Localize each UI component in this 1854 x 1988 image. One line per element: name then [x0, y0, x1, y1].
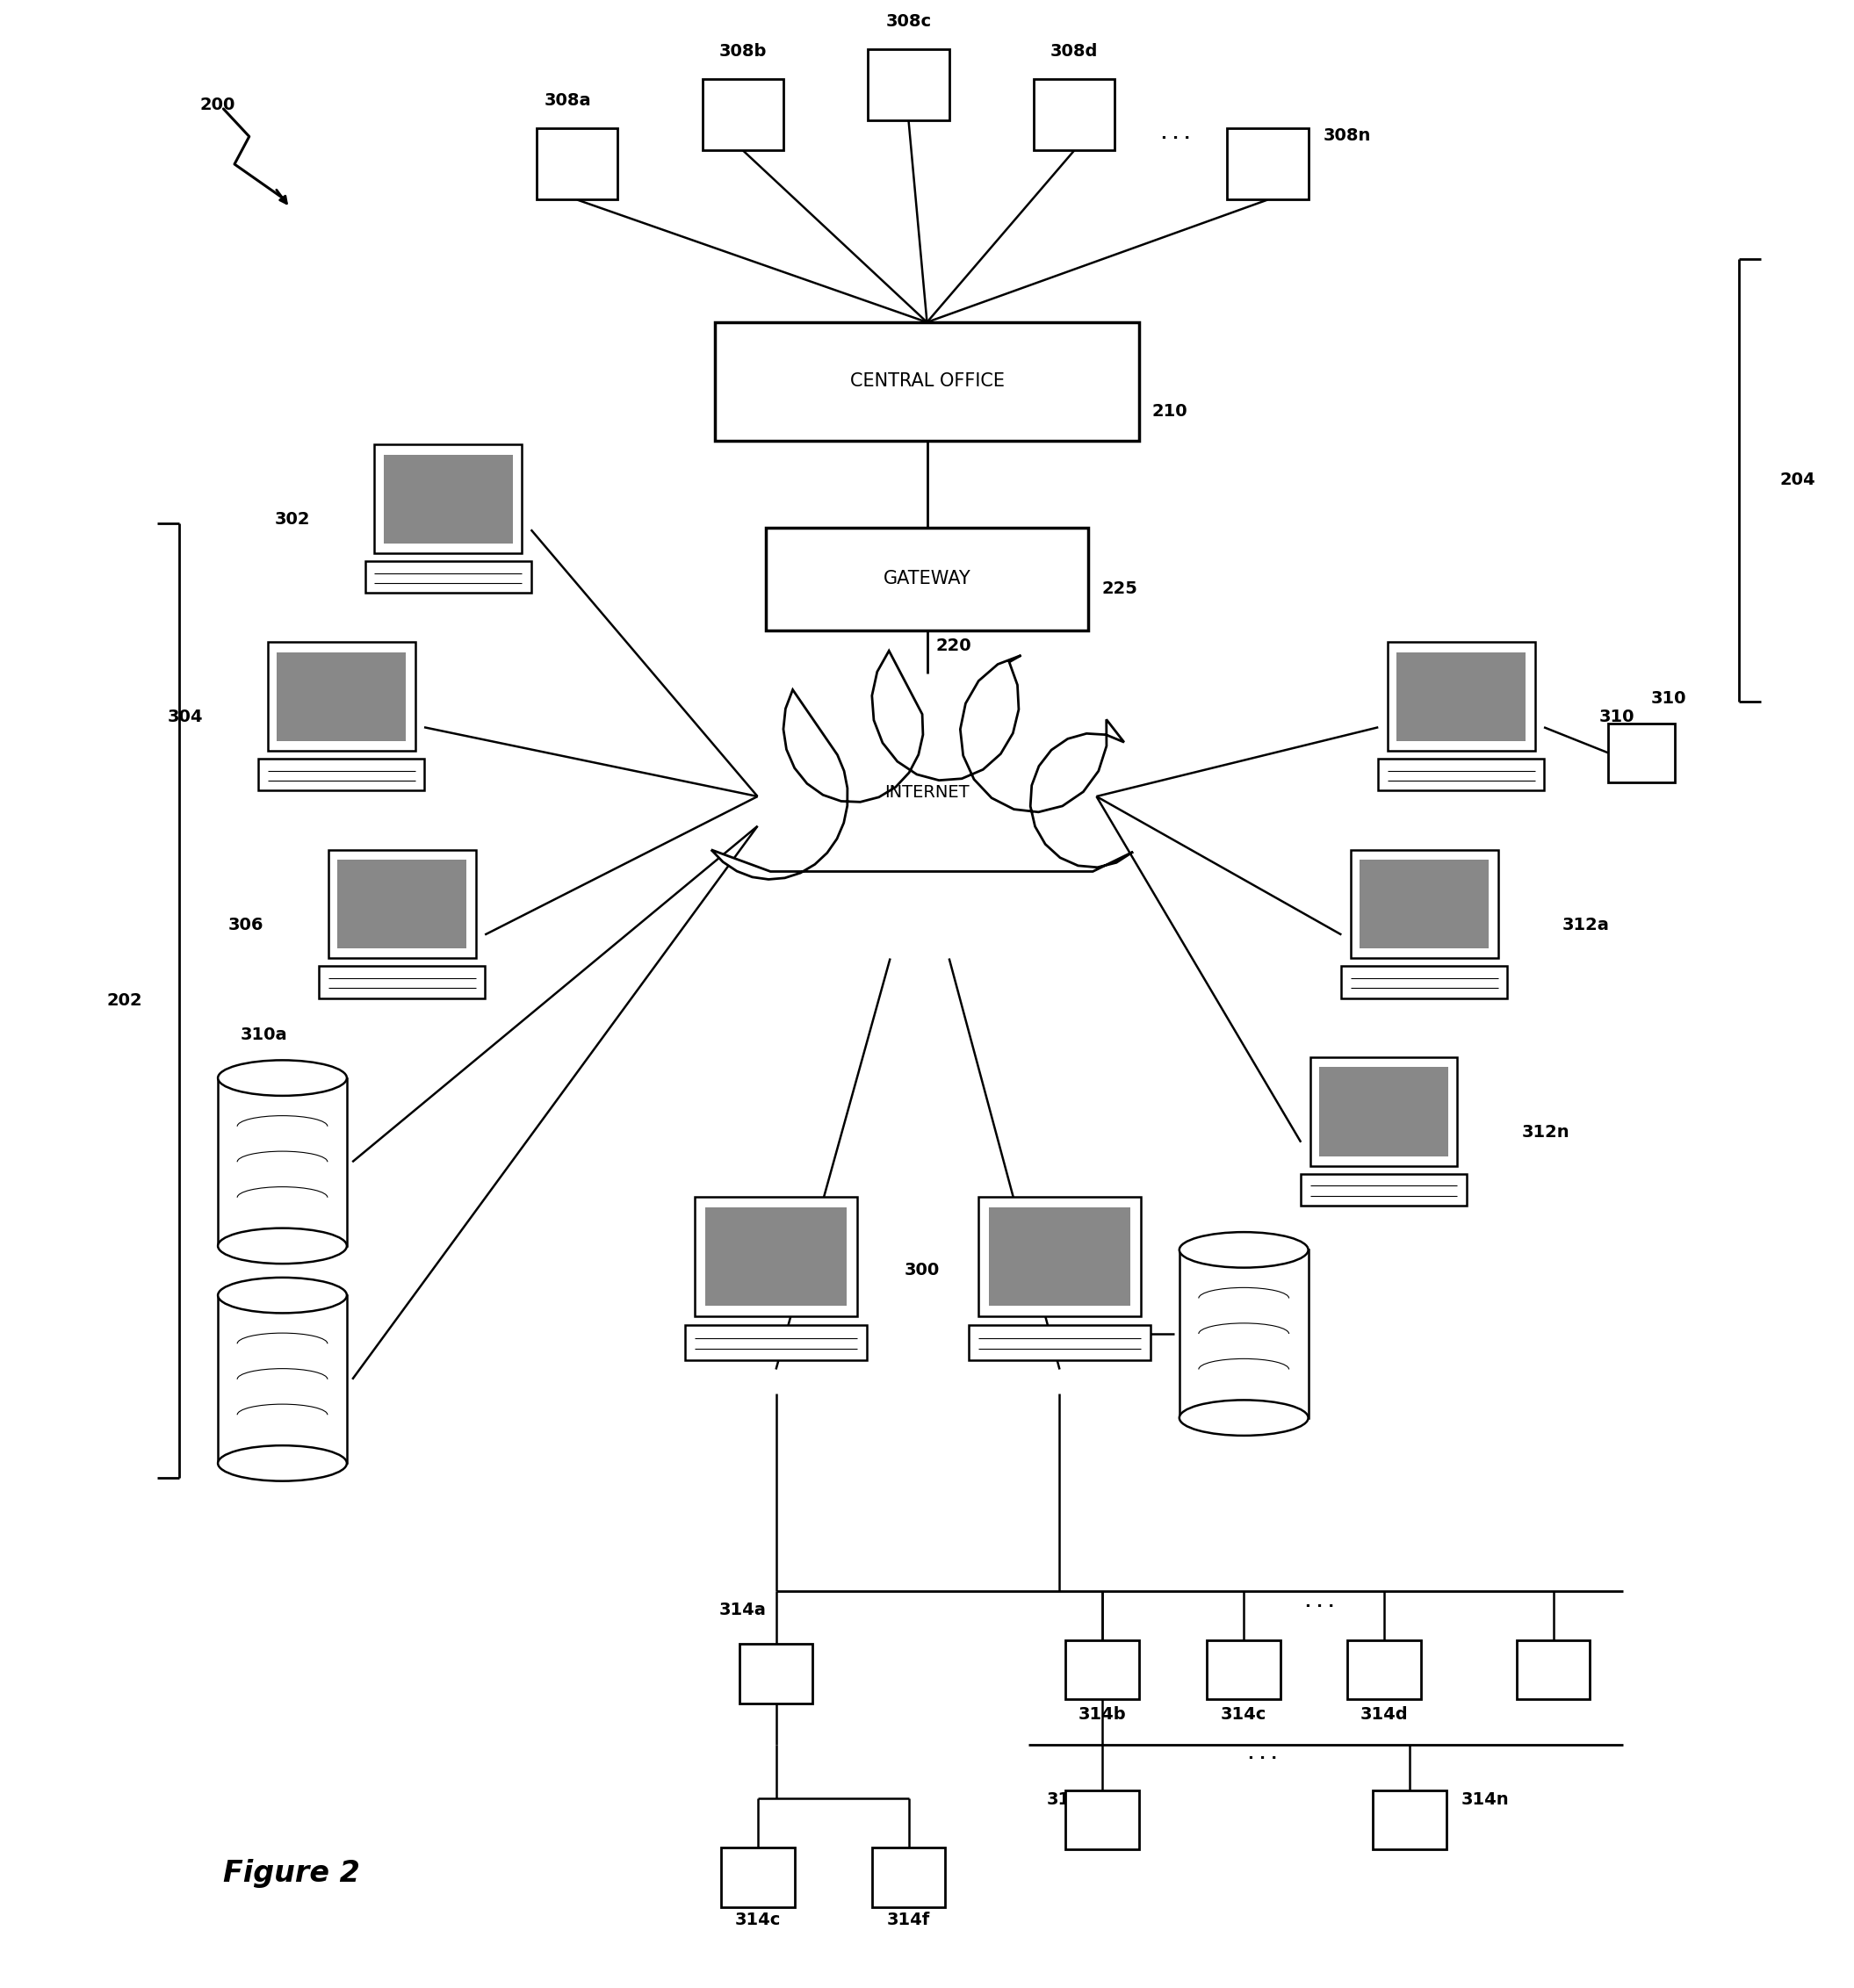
Text: 312a: 312a [1563, 916, 1609, 932]
Bar [219, 1296, 347, 1463]
Ellipse shape [1179, 1400, 1309, 1435]
Text: 225: 225 [1101, 580, 1138, 596]
Bar [871, 1847, 946, 1906]
Ellipse shape [219, 1278, 347, 1314]
Bar [1066, 1640, 1138, 1700]
Text: 220: 220 [936, 638, 971, 654]
Text: . . .: . . . [1248, 1747, 1277, 1763]
Bar [375, 445, 521, 553]
Bar [276, 652, 406, 742]
Text: 314c: 314c [1220, 1706, 1266, 1724]
Bar [1609, 724, 1674, 783]
Text: 310a: 310a [241, 1026, 287, 1044]
Text: 314f: 314f [886, 1910, 931, 1928]
Bar [1035, 80, 1114, 151]
Bar [1320, 1068, 1448, 1155]
Ellipse shape [219, 1060, 347, 1095]
Text: 304: 304 [167, 710, 204, 726]
Text: 308n: 308n [1324, 127, 1370, 145]
Bar [1396, 652, 1526, 742]
Text: GATEWAY: GATEWAY [883, 571, 971, 588]
Bar [716, 322, 1138, 441]
Text: . . .: . . . [1161, 127, 1190, 143]
Text: Figure 2: Figure 2 [224, 1859, 360, 1889]
Text: 312n: 312n [1522, 1123, 1570, 1141]
Bar [968, 1326, 1151, 1360]
Bar [1311, 1058, 1457, 1165]
Text: CENTRAL OFFICE: CENTRAL OFFICE [849, 372, 1005, 390]
Bar [258, 759, 425, 791]
Bar [267, 642, 415, 751]
Bar [337, 859, 467, 948]
Bar [1378, 759, 1544, 791]
Text: 204: 204 [1780, 471, 1815, 489]
Text: 310: 310 [1650, 690, 1687, 708]
Bar [1179, 1250, 1309, 1417]
Bar [319, 966, 486, 998]
Bar [979, 1197, 1140, 1316]
Text: 302: 302 [274, 511, 310, 529]
PathPatch shape [712, 650, 1133, 879]
Bar [1207, 1640, 1281, 1700]
Text: 308c: 308c [886, 14, 931, 30]
Bar [1350, 849, 1498, 958]
Text: 310n: 310n [239, 1244, 287, 1260]
Bar [365, 561, 530, 592]
Text: 300: 300 [905, 1262, 940, 1278]
Bar [219, 1077, 347, 1246]
Bar [721, 1847, 794, 1906]
Text: . . .: . . . [1305, 1594, 1333, 1610]
Bar [384, 455, 512, 543]
Bar [1302, 1173, 1467, 1205]
Ellipse shape [219, 1229, 347, 1264]
Text: 314c: 314c [734, 1910, 781, 1928]
Bar [1372, 1791, 1446, 1849]
Ellipse shape [219, 1445, 347, 1481]
Text: 308d: 308d [1051, 44, 1098, 60]
Text: 314g: 314g [1048, 1791, 1094, 1807]
Bar [703, 80, 784, 151]
Bar [1227, 129, 1309, 199]
Bar [536, 129, 617, 199]
Bar [1387, 642, 1535, 751]
Bar [868, 50, 949, 121]
Text: 306: 306 [228, 916, 263, 932]
Text: 308b: 308b [719, 44, 768, 60]
Text: 200: 200 [200, 97, 235, 113]
Text: 310: 310 [1600, 710, 1635, 726]
Bar [766, 527, 1088, 630]
Bar [1346, 1640, 1420, 1700]
Text: 314b: 314b [1077, 1706, 1125, 1724]
Bar [1517, 1640, 1591, 1700]
Bar [705, 1209, 847, 1306]
Text: 202: 202 [108, 992, 143, 1010]
Text: 210: 210 [1151, 404, 1187, 419]
Bar [1359, 859, 1489, 948]
Bar [988, 1209, 1131, 1306]
Bar [684, 1326, 868, 1360]
Bar [1066, 1791, 1138, 1849]
Bar [740, 1644, 812, 1704]
Text: 314d: 314d [1359, 1706, 1407, 1724]
Bar [328, 849, 476, 958]
Bar [695, 1197, 857, 1316]
Text: 308a: 308a [545, 91, 591, 109]
Text: 314n: 314n [1461, 1791, 1509, 1807]
Text: 314a: 314a [719, 1600, 768, 1618]
Bar [1342, 966, 1507, 998]
Text: INTERNET: INTERNET [884, 783, 970, 801]
Ellipse shape [1179, 1233, 1309, 1268]
